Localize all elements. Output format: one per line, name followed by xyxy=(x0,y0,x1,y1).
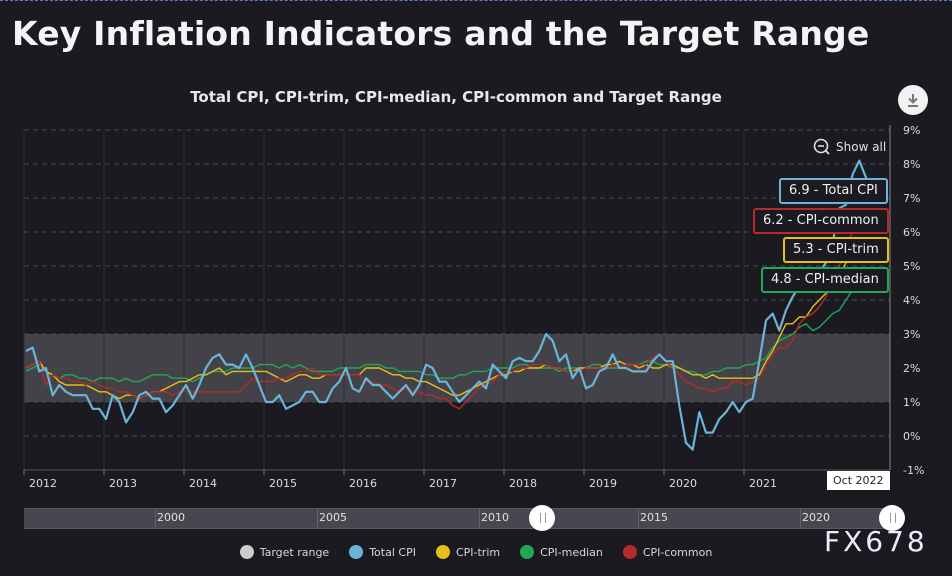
crosshair-x-label: Oct 2022 xyxy=(827,471,890,490)
navigator-divider xyxy=(800,509,801,528)
x-tick-label: 2019 xyxy=(589,477,617,490)
page-title: Key Inflation Indicators and the Target … xyxy=(12,14,870,53)
top-border xyxy=(0,0,952,3)
x-tick-label: 2021 xyxy=(749,477,777,490)
tooltip-cpi-trim: 5.3 - CPI-trim xyxy=(783,237,889,263)
navigator-label: 2005 xyxy=(319,511,347,524)
tooltip-cpi-median: 4.8 - CPI-median xyxy=(761,267,889,293)
y-tick-label: 5% xyxy=(903,260,920,273)
legend-marker xyxy=(349,545,364,559)
legend-label: CPI-median xyxy=(540,545,603,559)
x-tick-label: 2017 xyxy=(429,477,457,490)
x-tick-label: 2015 xyxy=(269,477,297,490)
series-line-cpi-common xyxy=(25,221,886,410)
range-navigator[interactable]: 2000 2005 2010 2015 2020 xyxy=(24,505,905,531)
y-tick-label: -1% xyxy=(903,464,924,477)
tooltip-total-cpi: 6.9 - Total CPI xyxy=(779,178,888,204)
navigator-divider xyxy=(638,509,639,528)
y-tick-label: 4% xyxy=(903,294,920,307)
legend-marker xyxy=(239,545,254,559)
legend: Target range Total CPI CPI-trim CPI-medi… xyxy=(0,545,952,559)
navigator-divider xyxy=(155,509,156,528)
y-tick-label: 6% xyxy=(903,226,920,239)
x-tick-label: 2012 xyxy=(29,477,57,490)
x-tick-label: 2014 xyxy=(189,477,217,490)
navigator-label: 2015 xyxy=(640,511,668,524)
tooltip-cpi-common: 6.2 - CPI-common xyxy=(753,208,889,234)
show-all-label: Show all xyxy=(836,140,887,154)
show-all-button[interactable]: Show all xyxy=(812,137,886,157)
y-tick-label: 1% xyxy=(903,396,920,409)
navigator-label: 2010 xyxy=(481,511,509,524)
y-tick-label: 8% xyxy=(903,158,920,171)
watermark: FX678 xyxy=(824,525,928,558)
legend-item-target-range[interactable]: Target range xyxy=(239,545,330,559)
navigator-right-handle[interactable] xyxy=(879,505,905,531)
y-tick-label: 3% xyxy=(903,328,920,341)
chart-title: Total CPI, CPI-trim, CPI-median, CPI-com… xyxy=(190,88,722,106)
download-icon xyxy=(908,94,918,107)
navigator-divider xyxy=(479,509,480,528)
legend-label: Target range xyxy=(259,545,330,559)
series-line-total-cpi xyxy=(25,159,886,451)
x-tick-label: 2020 xyxy=(669,477,697,490)
y-tick-label: 2% xyxy=(903,362,920,375)
zoom-out-icon xyxy=(813,138,830,155)
legend-label: CPI-trim xyxy=(455,545,501,559)
legend-item-cpi-common[interactable]: CPI-common xyxy=(622,545,713,559)
legend-marker xyxy=(435,545,450,559)
navigator-divider xyxy=(317,509,318,528)
navigator-left-handle[interactable] xyxy=(529,505,555,531)
download-button[interactable] xyxy=(898,85,928,115)
legend-item-cpi-median[interactable]: CPI-median xyxy=(520,545,603,559)
x-tick-label: 2016 xyxy=(349,477,377,490)
y-tick-label: 7% xyxy=(903,192,920,205)
navigator-label: 2020 xyxy=(802,511,830,524)
legend-label: Total CPI xyxy=(369,545,416,559)
y-tick-label: 9% xyxy=(903,124,920,137)
series-line-cpi-median xyxy=(25,272,886,383)
x-tick-label: 2013 xyxy=(109,477,137,490)
navigator-label: 2000 xyxy=(157,511,185,524)
legend-marker xyxy=(622,545,637,559)
legend-item-cpi-trim[interactable]: CPI-trim xyxy=(435,545,501,559)
legend-item-total-cpi[interactable]: Total CPI xyxy=(349,545,416,559)
legend-label: CPI-common xyxy=(642,545,713,559)
y-tick-label: 0% xyxy=(903,430,920,443)
x-tick-label: 2018 xyxy=(509,477,537,490)
legend-marker xyxy=(520,545,535,559)
